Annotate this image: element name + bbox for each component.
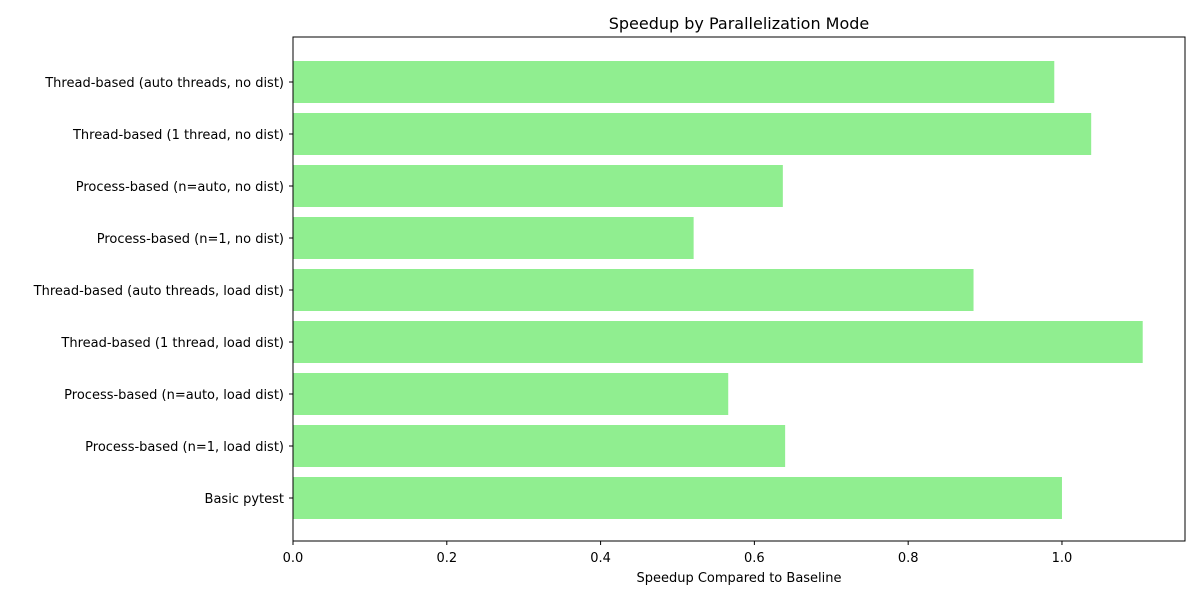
bar-thread-based-auto-threads-no-dist (293, 61, 1055, 103)
y-tick-label: Thread-based (1 thread, no dist) (72, 128, 284, 143)
bar-thread-based-1-thread-no-dist (293, 113, 1092, 155)
y-tick-label: Thread-based (auto threads, no dist) (44, 76, 284, 91)
plot-area-frame (292, 36, 1186, 542)
y-tick-label: Thread-based (1 thread, load dist) (60, 336, 284, 351)
bar-process-based-n-auto-no-dist (293, 165, 783, 207)
y-tick-label: Process-based (n=auto, load dist) (64, 388, 284, 403)
chart-title: Speedup by Parallelization Mode (609, 14, 870, 33)
y-tick-label: Process-based (n=1, no dist) (97, 232, 284, 247)
y-tick-label: Basic pytest (205, 492, 284, 507)
y-tick-label: Process-based (n=1, load dist) (85, 440, 284, 455)
x-tick-label: 0.0 (283, 551, 304, 566)
x-tick-label: 1.0 (1052, 551, 1073, 566)
x-tick-label: 0.2 (436, 551, 457, 566)
bar-process-based-n-auto-load-dist (293, 373, 729, 415)
y-axis-ticks: Basic pytest Process-based (n=1, load dis… (33, 76, 293, 507)
bar-process-based-n-1-load-dist (293, 425, 786, 467)
y-tick-label: Thread-based (auto threads, load dist) (33, 284, 284, 299)
bar-thread-based-1-thread-load-dist (293, 321, 1143, 363)
bars-layer (293, 61, 1143, 519)
x-tick-label: 0.8 (898, 551, 919, 566)
bar-process-based-n-1-no-dist (293, 217, 694, 259)
x-tick-label: 0.4 (590, 551, 611, 566)
x-tick-label: 0.6 (744, 551, 765, 566)
x-axis-ticks: 0.0 0.2 0.4 0.6 0.8 1.0 (283, 541, 1073, 566)
bar-basic-pytest (293, 477, 1062, 519)
y-tick-label: Process-based (n=auto, no dist) (76, 180, 284, 195)
bar-thread-based-auto-threads-load-dist (293, 269, 974, 311)
x-axis-label: Speedup Compared to Baseline (636, 571, 841, 586)
